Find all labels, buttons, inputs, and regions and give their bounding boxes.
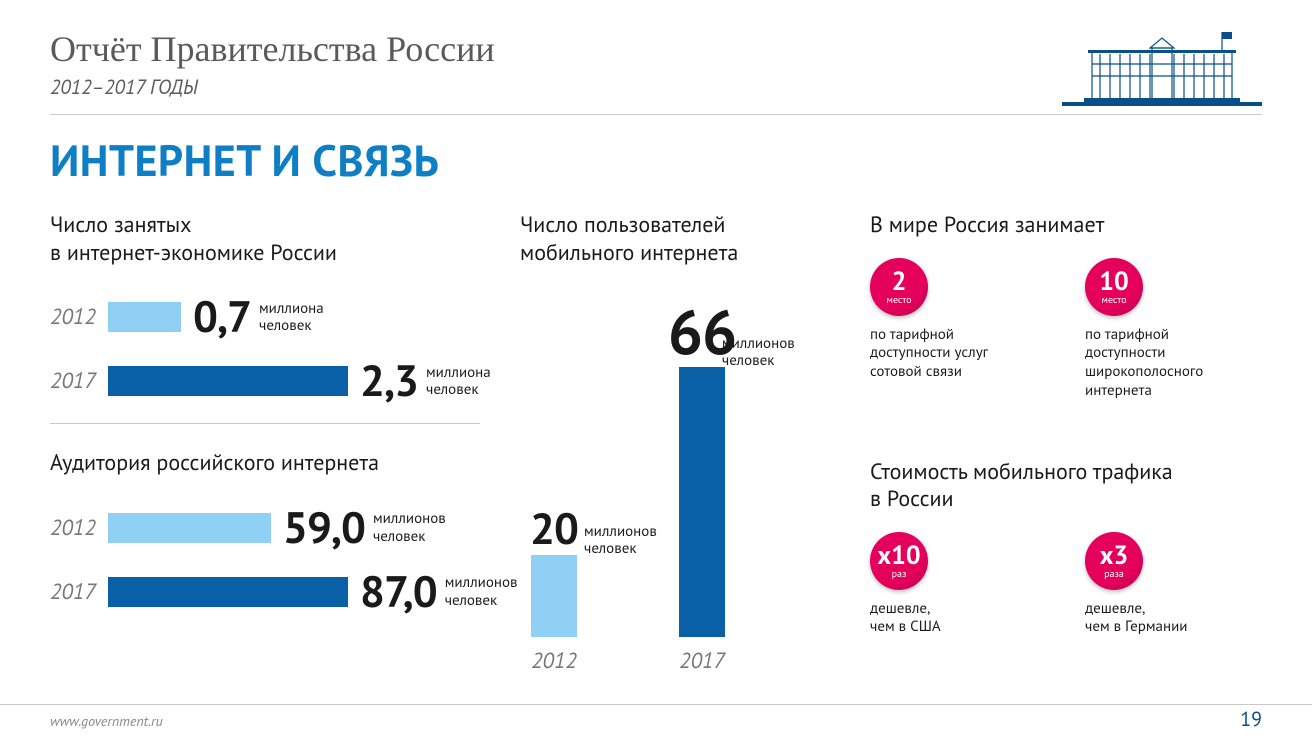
mobile-title-l2: мобильного интернета (520, 239, 738, 267)
footer: www.government.ru 19 (0, 704, 1312, 738)
badge-item: х10раз дешевле,чем в США (870, 532, 1045, 638)
bar-row: 201787,0миллионовчеловек (50, 570, 480, 614)
mobile-title-l1: Число пользователей (520, 211, 725, 239)
bar (108, 577, 348, 607)
bar (108, 513, 271, 543)
badge-unit: место (887, 295, 912, 305)
badge-item: 10место по тарифнойдоступностиширокополос… (1085, 258, 1260, 401)
traffic-cost-title-l2: в России (870, 485, 954, 513)
bar-unit: миллионачеловек (426, 364, 491, 399)
traffic-cost-title: Стоимость мобильного трафика в России (870, 459, 1270, 514)
column: 662017миллионовчеловек (668, 301, 736, 675)
year-label: 2012 (50, 303, 108, 331)
employed-chart: 2012 0,7миллионачеловек 2017 2,3 миллионачел… (50, 295, 480, 403)
badge-unit: раз (892, 569, 907, 579)
badge-value: х10 (877, 543, 920, 569)
year-label: 2012 (50, 514, 108, 542)
bar (108, 302, 181, 332)
left-column: Число занятых в интернет-экономике Росси… (50, 212, 480, 634)
badge-description: по тарифнойдоступности услугсотовой связ… (870, 326, 1045, 382)
badge-item: х3раза дешевле,чем в Германии (1085, 532, 1260, 638)
bar-value: 59,0 (283, 506, 365, 550)
column-bar (531, 555, 577, 637)
employed-title: Число занятых в интернет-экономике Росси… (50, 212, 480, 267)
world-rank-title: В мире Россия занимает (870, 212, 1270, 240)
mobile-users-chart: 202012миллионовчеловек662017миллионовчел… (520, 295, 820, 675)
badge-circle-icon: х10раз (870, 532, 928, 590)
audience-title: Аудитория российского интернета (50, 450, 480, 478)
footer-url: www.government.ru (50, 712, 163, 730)
year-label: 2017 (50, 367, 108, 395)
badge-description: дешевле,чем в США (870, 600, 1045, 638)
government-building-icon (1062, 20, 1262, 113)
column-year: 2017 (679, 647, 725, 675)
bar-unit: миллионовчеловек (373, 510, 446, 545)
employed-title-l1: Число занятых (50, 211, 192, 239)
audience-chart: 2012 59,0миллионовчеловек 2017 87,0 миллионо… (50, 506, 480, 614)
badge-value: х3 (1100, 543, 1128, 569)
column-bar (679, 367, 725, 637)
column: 202012миллионовчеловек (530, 507, 578, 675)
year-label: 2017 (50, 578, 108, 606)
badge-description: дешевле,чем в Германии (1085, 600, 1260, 638)
right-column: В мире Россия занимает 2местопо тарифной… (870, 212, 1270, 653)
column-unit: миллионовчеловек (722, 335, 795, 370)
bar-row: 2012 59,0миллионовчеловек (50, 506, 480, 550)
mini-divider (50, 423, 480, 424)
badge-value: 10 (1099, 269, 1128, 295)
bar-value: 0,7 (193, 295, 251, 339)
mobile-title: Число пользователей мобильного интернета (520, 212, 820, 267)
page-number: 19 (1240, 706, 1262, 732)
badge-unit: раза (1104, 569, 1124, 579)
cost-badges: х10раз дешевле,чем в США х3раза дешевле,чем… (870, 532, 1270, 638)
bar-value: 87,0 (360, 570, 437, 614)
badge-unit: место (1102, 295, 1127, 305)
center-column: Число пользователей мобильного интернета… (520, 212, 820, 675)
page-title: ИНТЕРНЕТ И СВЯЗЬ (50, 132, 439, 189)
column-unit: миллионовчеловек (584, 523, 657, 558)
bar-unit: миллионачеловек (259, 300, 324, 335)
column-value: 20 (530, 507, 578, 551)
badge-description: по тарифнойдоступностиширокополосногоинт… (1085, 326, 1260, 401)
bar-value: 2,3 (360, 359, 418, 403)
header-divider (50, 114, 1262, 115)
badge-circle-icon: 2место (870, 258, 928, 316)
badge-circle-icon: 10место (1085, 258, 1143, 316)
traffic-cost-title-l1: Стоимость мобильного трафика (870, 458, 1173, 486)
column-year: 2012 (531, 647, 577, 675)
bar (108, 366, 348, 396)
rank-badges: 2местопо тарифнойдоступности услугсотово… (870, 258, 1270, 401)
badge-value: 2 (892, 269, 907, 295)
bar-row: 20172,3миллионачеловек (50, 359, 480, 403)
bar-unit: миллионовчеловек (445, 574, 518, 609)
employed-title-l2: в интернет-экономике России (50, 239, 337, 267)
badge-item: 2место по тарифнойдоступности услугсотово… (870, 258, 1045, 401)
bar-row: 2012 0,7миллионачеловек (50, 295, 480, 339)
badge-circle-icon: х3раза (1085, 532, 1143, 590)
